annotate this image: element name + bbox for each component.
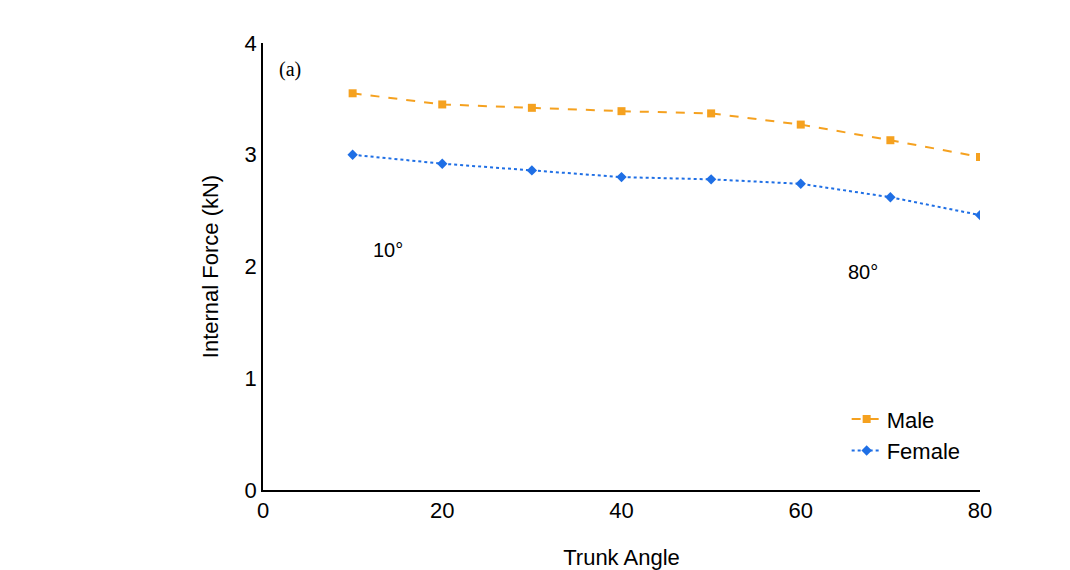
svg-text:40: 40 xyxy=(609,498,633,523)
svg-text:Internal Force (kN): Internal Force (kN) xyxy=(198,175,223,358)
svg-text:0: 0 xyxy=(245,478,257,503)
svg-text:80°: 80° xyxy=(848,261,878,283)
svg-text:(a): (a) xyxy=(279,58,301,81)
svg-text:Female: Female xyxy=(887,439,960,464)
svg-text:4: 4 xyxy=(245,31,257,56)
svg-text:10°: 10° xyxy=(373,239,403,261)
svg-text:Male: Male xyxy=(887,408,935,433)
svg-text:1: 1 xyxy=(245,366,257,391)
svg-text:20: 20 xyxy=(430,498,454,523)
svg-text:60: 60 xyxy=(789,498,813,523)
svg-text:Trunk Angle: Trunk Angle xyxy=(563,545,680,570)
svg-text:3: 3 xyxy=(245,142,257,167)
svg-text:0: 0 xyxy=(257,498,269,523)
svg-text:80: 80 xyxy=(968,498,992,523)
svg-text:2: 2 xyxy=(245,254,257,279)
